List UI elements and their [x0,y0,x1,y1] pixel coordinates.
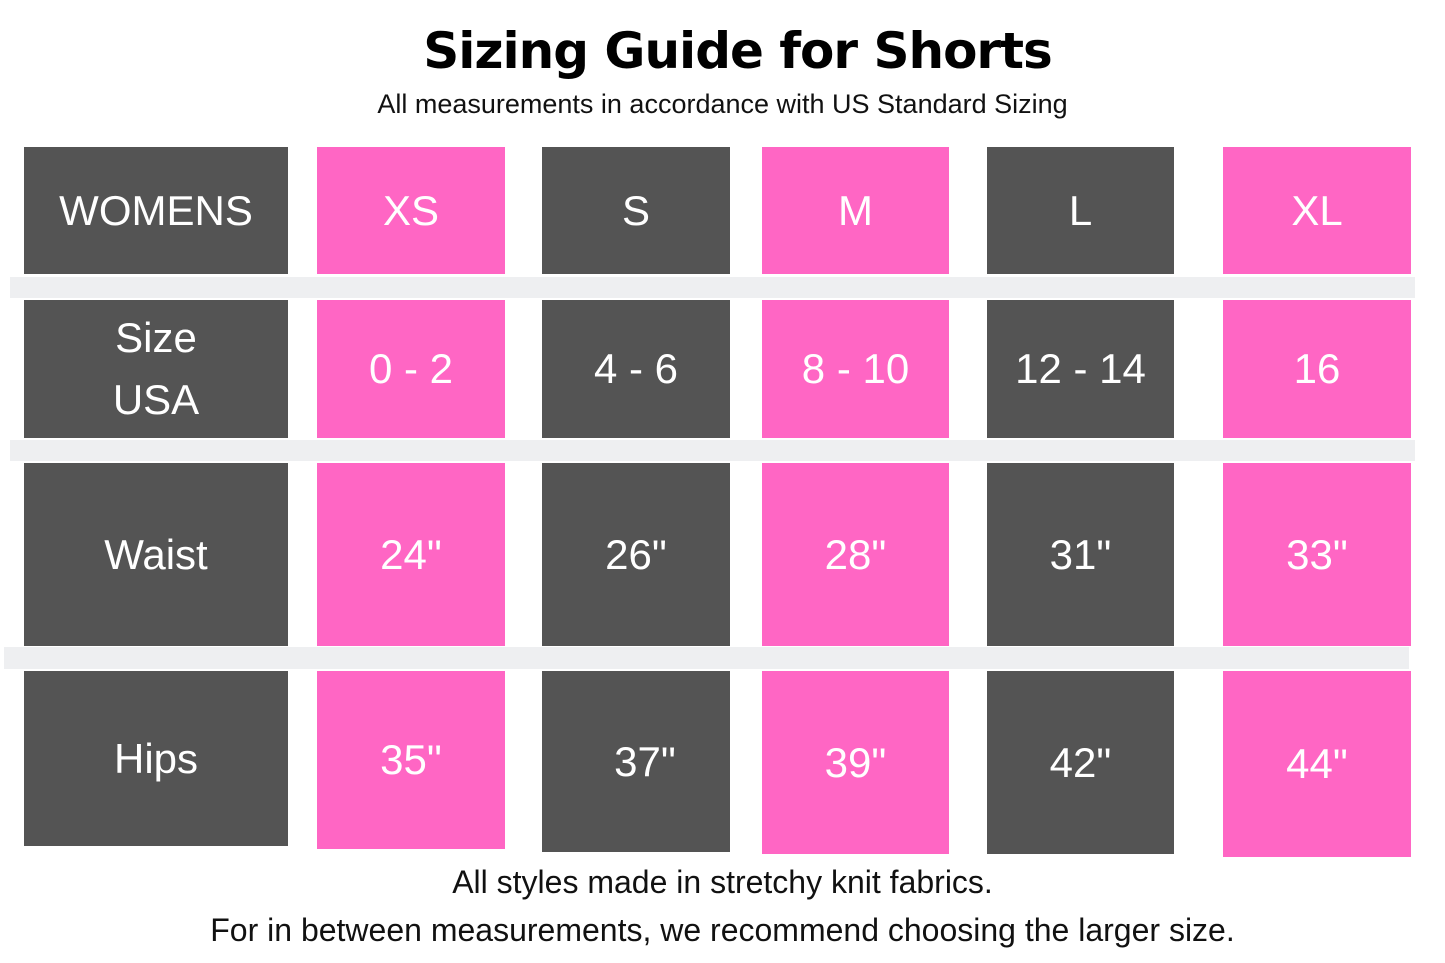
header-m: M [762,147,949,274]
page-title: Sizing Guide for Shorts [423,22,1053,80]
row-label-waist: Waist [24,463,288,646]
hips-xl: 44" [1223,671,1411,857]
waist-l: 31" [987,463,1174,646]
hips-s: 37" [542,671,730,852]
size-usa-m: 8 - 10 [762,300,949,438]
hips-m: 39" [762,671,949,854]
header-womens: WOMENS [24,147,288,274]
label-line: USA [112,376,200,423]
size-usa-xs: 0 - 2 [317,300,505,438]
row-label-hips: Hips [24,671,288,846]
size-usa-xl: 16 [1223,300,1411,438]
footer-note-fabric: All styles made in stretchy knit fabrics… [452,864,993,900]
header-s: S [542,147,730,274]
footer-note-sizing: For in between measurements, we recommen… [210,912,1235,948]
waist-s: 26" [542,463,730,646]
page-subtitle: All measurements in accordance with US S… [377,89,1068,119]
size-usa-l: 12 - 14 [987,300,1174,438]
waist-m: 28" [762,463,949,646]
header-xl: XL [1223,147,1411,274]
waist-xs: 24" [317,463,505,646]
label-line: Size [115,314,197,361]
row-label-size-usa: Size USA [24,300,288,438]
hips-xs: 35" [317,671,505,849]
row-divider [10,440,1415,461]
waist-xl: 33" [1223,463,1411,646]
row-divider [10,277,1415,298]
hips-l: 42" [987,671,1174,854]
size-usa-s: 4 - 6 [542,300,730,438]
row-divider [4,647,1409,669]
header-xs: XS [317,147,505,274]
header-l: L [987,147,1174,274]
